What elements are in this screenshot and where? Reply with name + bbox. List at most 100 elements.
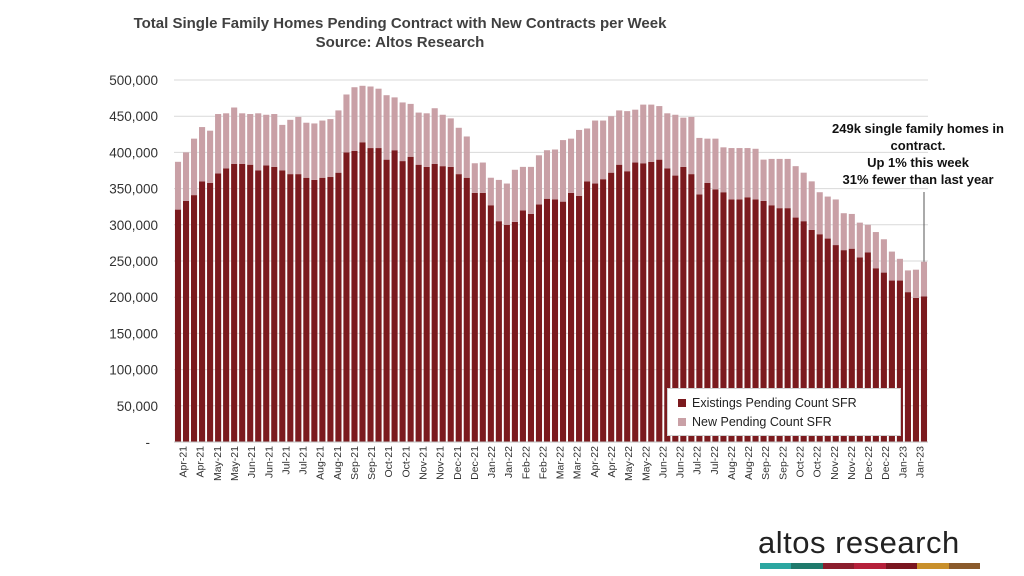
bar-existing-pending	[415, 164, 422, 442]
x-tick-label: Dec-21	[452, 446, 464, 480]
bar-new-pending	[696, 137, 703, 195]
bar-existing-pending	[696, 194, 703, 442]
bar-existing-pending	[174, 209, 182, 442]
x-tick-label: Jan-23	[897, 446, 909, 478]
bar-existing-pending	[792, 217, 799, 442]
bar-new-pending	[856, 222, 863, 258]
logo-color-segment	[760, 563, 792, 569]
bar-existing-pending	[271, 166, 278, 442]
bar-existing-pending	[519, 210, 526, 442]
bar-existing-pending	[688, 174, 695, 442]
x-tick-label: Jun-21	[246, 446, 258, 478]
x-tick-label: Apr-22	[589, 446, 601, 478]
bar-new-pending	[447, 118, 454, 167]
bar-existing-pending	[447, 166, 454, 442]
bar-new-pending	[920, 261, 928, 297]
y-tick-label: -	[146, 435, 151, 450]
bar-new-pending	[720, 147, 727, 193]
bar-new-pending	[439, 114, 446, 167]
x-tick-label: Jan-23	[914, 446, 926, 478]
bar-new-pending	[616, 110, 623, 165]
y-tick-label: 300,000	[109, 218, 158, 233]
bar-existing-pending	[808, 229, 815, 442]
bar-new-pending	[511, 169, 518, 222]
legend-item-new: New Pending Count SFR	[678, 414, 832, 430]
bar-new-pending	[535, 155, 543, 205]
x-tick-label: Aug-22	[743, 446, 755, 480]
chart-legend: Existings Pending Count SFR New Pending …	[667, 388, 901, 436]
bar-new-pending	[495, 179, 502, 222]
bar-new-pending	[367, 86, 374, 149]
bar-new-pending	[832, 199, 839, 246]
bar-new-pending	[423, 113, 430, 167]
bar-new-pending	[271, 114, 278, 167]
bar-new-pending	[319, 120, 326, 178]
bar-existing-pending	[511, 221, 518, 442]
x-tick-label: Aug-21	[332, 446, 344, 480]
legend-label-new: New Pending Count SFR	[692, 415, 832, 429]
bar-existing-pending	[255, 170, 262, 442]
y-tick-label: 100,000	[109, 363, 158, 378]
x-tick-label: Nov-22	[846, 446, 858, 480]
bar-new-pending	[383, 95, 390, 160]
bar-new-pending	[864, 224, 871, 253]
bar-new-pending	[375, 88, 382, 149]
logo-color-segment	[854, 563, 886, 569]
bar-new-pending	[776, 158, 783, 209]
bar-new-pending	[768, 158, 775, 206]
bar-existing-pending	[279, 170, 286, 442]
y-tick-label: 400,000	[109, 145, 158, 160]
x-tick-label: Oct-21	[383, 446, 395, 478]
bar-new-pending	[624, 111, 631, 172]
bar-new-pending	[311, 123, 318, 180]
bar-new-pending	[519, 166, 526, 211]
x-tick-label: Aug-21	[315, 446, 327, 480]
bar-new-pending	[263, 114, 270, 166]
logo-color-bar	[760, 563, 980, 569]
bar-new-pending	[712, 138, 719, 190]
bar-existing-pending	[527, 213, 534, 442]
bar-existing-pending	[584, 181, 591, 443]
bar-new-pending	[848, 213, 855, 249]
x-tick-label: Feb-22	[537, 446, 549, 479]
y-tick-label: 350,000	[109, 182, 158, 197]
bar-new-pending	[608, 116, 615, 173]
x-tick-label: Nov-22	[829, 446, 841, 480]
x-tick-label: Jun-21	[263, 446, 275, 478]
x-tick-label: Sep-22	[777, 446, 789, 480]
bar-new-pending	[303, 122, 310, 178]
x-tick-label: Mar-22	[555, 446, 567, 479]
bar-existing-pending	[896, 280, 903, 442]
bar-existing-pending	[800, 221, 807, 442]
bar-new-pending	[632, 109, 639, 163]
x-tick-label: Sep-21	[349, 446, 361, 480]
bar-existing-pending	[463, 177, 470, 443]
bar-existing-pending	[904, 292, 911, 442]
bar-existing-pending	[880, 272, 887, 442]
bar-new-pending	[239, 113, 246, 164]
bar-existing-pending	[624, 171, 631, 442]
bar-new-pending	[255, 113, 262, 171]
annotation-line-3: Up 1% this week	[867, 155, 969, 170]
bar-existing-pending	[431, 163, 438, 442]
bar-existing-pending	[736, 199, 743, 442]
bar-new-pending	[343, 94, 350, 153]
bar-existing-pending	[239, 163, 246, 442]
bar-new-pending	[247, 114, 254, 165]
bar-existing-pending	[776, 208, 783, 442]
x-tick-label: Jun-22	[675, 446, 687, 478]
bar-existing-pending	[680, 166, 687, 442]
bar-new-pending	[503, 183, 510, 225]
bar-new-pending	[199, 127, 206, 182]
bar-new-pending	[351, 87, 358, 151]
bar-new-pending	[600, 120, 607, 180]
bar-existing-pending	[319, 177, 326, 443]
bar-existing-pending	[207, 182, 214, 443]
logo-color-segment	[917, 563, 949, 569]
bar-new-pending	[872, 232, 879, 269]
bar-new-pending	[800, 172, 807, 222]
bar-new-pending	[335, 110, 342, 173]
bar-existing-pending	[375, 148, 382, 442]
bar-new-pending	[174, 161, 182, 210]
